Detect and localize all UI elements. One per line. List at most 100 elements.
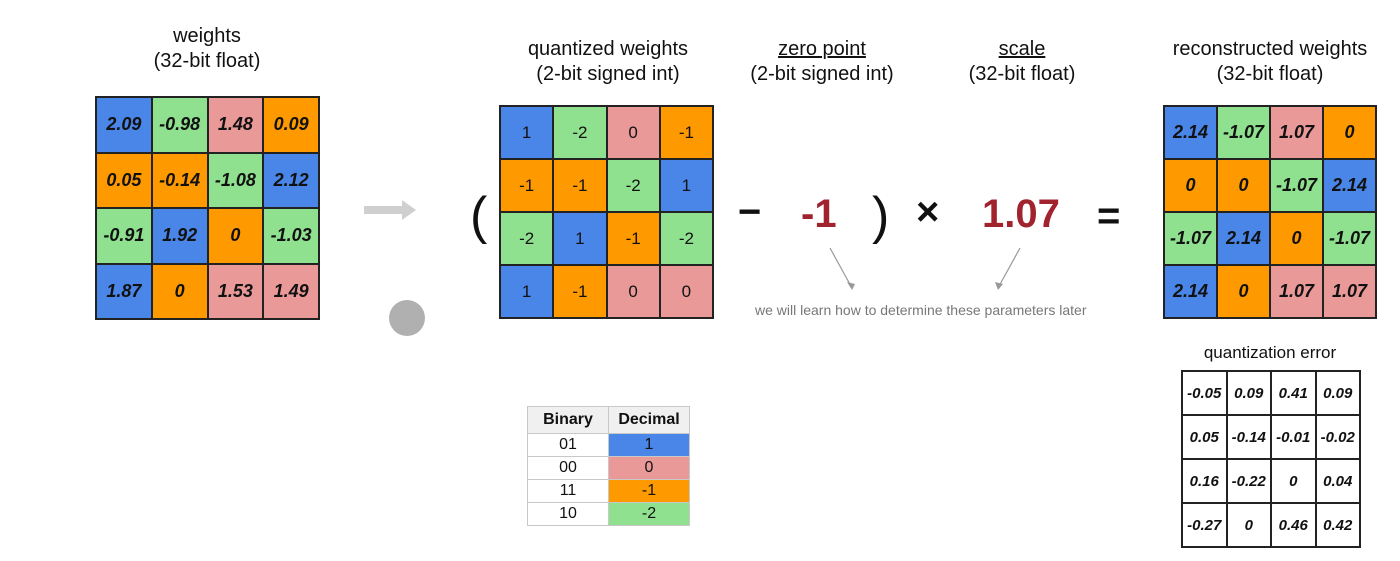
legend-binary: 11 — [527, 479, 609, 503]
weights-title: weights (32-bit float) — [107, 24, 307, 74]
quantized-cell: 1 — [500, 265, 554, 318]
parameters-note: we will learn how to determine these par… — [755, 302, 1087, 318]
quantized-cell: -1 — [553, 265, 607, 318]
scale-title-text: scale — [998, 38, 1046, 60]
weights-cell: -1.03 — [263, 208, 319, 264]
legend-binary: 01 — [527, 433, 609, 457]
reconstructed-cell: 1.07 — [1323, 265, 1376, 318]
error-cell: 0 — [1226, 503, 1271, 547]
open-paren: ( — [470, 187, 488, 245]
reconstructed-cell: -1.07 — [1217, 106, 1270, 159]
quantized-title: quantized weights (2-bit signed int) — [508, 37, 708, 87]
legend-header-binary: Binary — [527, 406, 609, 434]
weights-cell: 2.12 — [263, 152, 319, 208]
zero-point-value: -1 — [801, 192, 837, 236]
weights-cell: 1.49 — [263, 263, 319, 319]
error-cell: 0 — [1271, 459, 1316, 503]
error-cell: -0.14 — [1226, 415, 1271, 459]
zero-point-title-text: zero point — [778, 38, 866, 60]
reconstructed-cell: 2.14 — [1164, 106, 1217, 159]
reconstructed-cell: 0 — [1217, 159, 1270, 212]
equals-operator: = — [1097, 194, 1121, 238]
quantized-cell: -1 — [553, 159, 607, 212]
right-arrow-icon — [364, 200, 416, 220]
reconstructed-title: reconstructed weights (32-bit float) — [1160, 37, 1380, 87]
reconstructed-cell: -1.07 — [1164, 212, 1217, 265]
error-cell: 0.09 — [1315, 371, 1360, 415]
weights-cell: 1.87 — [96, 263, 152, 319]
error-title: quantization error — [1203, 343, 1337, 362]
quantized-matrix: 1 -2 0 -1 -1 -1 -2 1 -2 1 -1 -2 1 -1 0 0 — [499, 105, 714, 319]
error-cell: 0.41 — [1271, 371, 1316, 415]
reconstructed-title-text: reconstructed weights — [1172, 38, 1368, 60]
reconstructed-cell: -1.07 — [1323, 212, 1376, 265]
error-cell: -0.27 — [1182, 503, 1227, 547]
quantized-cell: 0 — [606, 265, 660, 318]
quantized-cell: -1 — [606, 212, 660, 265]
reconstructed-cell: 2.14 — [1323, 159, 1376, 212]
quantized-cell: 0 — [659, 265, 713, 318]
error-cell: 0.42 — [1315, 503, 1360, 547]
zero-point-subtitle: (2-bit signed int) — [750, 63, 894, 85]
error-cell: -0.22 — [1226, 459, 1271, 503]
legend-header-decimal: Decimal — [608, 406, 690, 434]
weights-subtitle: (32-bit float) — [153, 50, 261, 72]
reconstructed-cell: 0 — [1164, 159, 1217, 212]
reconstructed-cell: 1.07 — [1270, 106, 1323, 159]
weights-cell: -0.98 — [151, 97, 208, 153]
error-cell: 0.09 — [1226, 371, 1271, 415]
legend-row: 10 -2 — [527, 502, 690, 526]
quantized-cell: -1 — [500, 159, 554, 212]
zero-point-title: zero point (2-bit signed int) — [732, 37, 912, 87]
error-cell: -0.02 — [1315, 415, 1360, 459]
weights-cell: 2.09 — [96, 97, 152, 153]
error-cell: 0.16 — [1182, 459, 1227, 503]
error-cell: 0.04 — [1315, 459, 1360, 503]
reconstructed-cell: 2.14 — [1217, 212, 1270, 265]
reconstructed-matrix: 2.14 -1.07 1.07 0 0 0 -1.07 2.14 -1.07 2.14 0 -1.07… — [1163, 105, 1377, 319]
scale-title: scale (32-bit float) — [942, 37, 1102, 87]
weights-cell: 1.53 — [207, 263, 264, 319]
quantized-cell: 1 — [500, 106, 554, 159]
weights-cell: 0 — [207, 208, 264, 264]
times-operator: × — [916, 190, 940, 234]
quantized-title-text: quantized weights — [527, 38, 689, 60]
error-cell: -0.05 — [1182, 371, 1227, 415]
error-cell: 0.46 — [1271, 503, 1316, 547]
legend-decimal: -1 — [608, 479, 690, 503]
reconstructed-cell: 0 — [1323, 106, 1376, 159]
legend-binary: 10 — [527, 502, 609, 526]
weights-cell: 0.05 — [96, 152, 152, 208]
legend-decimal: -2 — [608, 502, 690, 526]
error-cell: 0.05 — [1182, 415, 1227, 459]
quantized-cell: -2 — [553, 106, 607, 159]
quantized-cell: 1 — [553, 212, 607, 265]
quantized-subtitle: (2-bit signed int) — [536, 63, 680, 85]
weights-cell: -0.14 — [151, 152, 208, 208]
legend-binary: 00 — [527, 456, 609, 480]
weights-matrix: 2.09 -0.98 1.48 0.09 0.05 -0.14 -1.08 2.12 -0.91… — [95, 96, 320, 320]
reconstructed-cell: 2.14 — [1164, 265, 1217, 318]
legend-row: 00 0 — [527, 456, 690, 480]
quantized-cell: -2 — [606, 159, 660, 212]
weights-title-text: weights — [173, 25, 241, 47]
reconstructed-cell: -1.07 — [1270, 159, 1323, 212]
quantized-cell: -1 — [659, 106, 713, 159]
quantized-cell: -2 — [659, 212, 713, 265]
scale-subtitle: (32-bit float) — [968, 63, 1076, 85]
reconstructed-subtitle: (32-bit float) — [1216, 63, 1324, 85]
binary-decimal-legend: Binary Decimal 01 1 00 0 11 -1 10 -2 — [527, 406, 690, 526]
cursor-dot — [389, 300, 425, 336]
minus-operator: − — [738, 190, 762, 234]
note-pointer-lines — [829, 247, 1021, 290]
weights-cell: 1.48 — [207, 97, 264, 153]
legend-row: 01 1 — [527, 433, 690, 457]
weights-cell: -1.08 — [207, 152, 264, 208]
reconstructed-cell: 0 — [1217, 265, 1270, 318]
weights-cell: 0 — [151, 263, 208, 319]
close-paren: ) — [872, 187, 890, 245]
error-cell: -0.01 — [1271, 415, 1316, 459]
scale-value: 1.07 — [982, 192, 1060, 236]
weights-cell: -0.91 — [96, 208, 152, 264]
reconstructed-cell: 0 — [1270, 212, 1323, 265]
